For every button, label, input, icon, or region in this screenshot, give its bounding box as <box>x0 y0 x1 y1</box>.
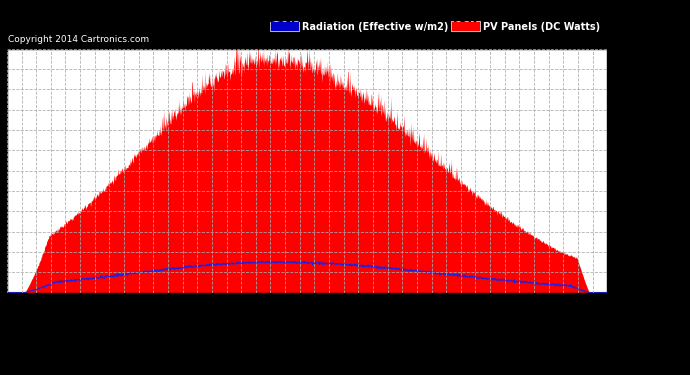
Text: Copyright 2014 Cartronics.com: Copyright 2014 Cartronics.com <box>8 35 149 44</box>
Text: Total PV Power & Effective Solar Radiation Mon Mar 10 18:50: Total PV Power & Effective Solar Radiati… <box>105 11 585 25</box>
Legend: Radiation (Effective w/m2), PV Panels (DC Watts): Radiation (Effective w/m2), PV Panels (D… <box>268 20 602 34</box>
